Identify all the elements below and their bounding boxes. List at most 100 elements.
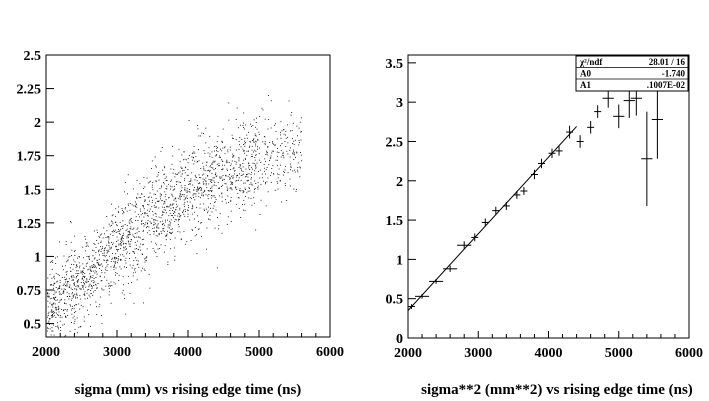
cloud-point	[173, 217, 174, 219]
cloud-point	[80, 288, 81, 290]
cloud-point	[183, 231, 185, 233]
cloud-point	[107, 236, 108, 238]
cloud-point	[63, 290, 65, 292]
cloud-point	[101, 269, 102, 271]
cloud-point	[170, 207, 172, 209]
cloud-point	[74, 321, 76, 323]
cloud-point	[265, 182, 266, 183]
cloud-point	[205, 194, 207, 196]
cloud-point	[139, 208, 141, 210]
cloud-point	[192, 213, 194, 215]
cloud-point	[264, 141, 266, 143]
right-fit-line	[407, 126, 577, 311]
cloud-point	[52, 314, 53, 315]
cloud-point	[254, 165, 256, 167]
cloud-point	[215, 209, 217, 211]
cloud-point	[51, 297, 53, 299]
cloud-point	[73, 323, 75, 324]
cloud-point	[182, 212, 183, 213]
cloud-point	[219, 165, 220, 167]
cloud-point	[115, 274, 116, 276]
cloud-point	[64, 289, 66, 290]
cloud-point	[138, 231, 140, 232]
cloud-point	[162, 230, 164, 231]
cloud-point	[231, 134, 233, 136]
cloud-point	[90, 268, 92, 270]
cloud-point	[240, 167, 242, 169]
cloud-point	[124, 260, 126, 262]
cloud-point	[210, 187, 211, 189]
cloud-point	[60, 298, 62, 300]
cloud-point	[101, 323, 103, 324]
cloud-point	[134, 269, 135, 271]
cloud-point	[158, 227, 160, 229]
cloud-point	[292, 153, 294, 155]
cloud-point	[259, 177, 261, 179]
cloud-point	[171, 186, 173, 188]
cloud-point	[167, 224, 169, 226]
cloud-point	[96, 271, 97, 273]
cloud-point	[57, 273, 59, 275]
cloud-point	[213, 184, 215, 186]
cloud-point	[144, 270, 146, 271]
right-y-axis: 00.511.522.533.5	[386, 57, 416, 347]
cloud-point	[232, 156, 234, 158]
cloud-point	[181, 173, 183, 175]
cloud-point	[284, 172, 286, 173]
cloud-point	[79, 326, 81, 328]
cloud-point	[84, 283, 86, 285]
cloud-point	[108, 294, 110, 296]
cloud-point	[52, 311, 54, 313]
cloud-point	[242, 204, 243, 205]
cloud-point	[172, 196, 174, 198]
cloud-point	[266, 151, 268, 153]
cloud-point	[298, 127, 300, 129]
cloud-point	[239, 164, 241, 165]
cloud-point	[73, 294, 75, 296]
cloud-point	[176, 181, 178, 183]
left-y-tick-label: 0.5	[24, 318, 42, 333]
cloud-point	[227, 175, 229, 177]
cloud-point	[231, 182, 233, 184]
cloud-point	[76, 294, 78, 296]
cloud-point	[200, 189, 202, 191]
cloud-point	[253, 142, 255, 143]
cloud-point	[266, 167, 268, 168]
cloud-point	[289, 156, 291, 158]
cloud-point	[90, 270, 92, 271]
cloud-point	[187, 213, 189, 215]
cloud-point	[192, 152, 194, 154]
cloud-point	[84, 291, 86, 293]
cloud-point	[66, 281, 68, 282]
data-point	[481, 218, 489, 227]
cloud-point	[251, 184, 253, 186]
cloud-point	[152, 248, 154, 249]
cloud-point	[120, 228, 122, 230]
cloud-point	[266, 150, 267, 152]
cloud-point	[130, 241, 132, 242]
cloud-point	[199, 188, 200, 189]
left-scatter-panel: 2000 3000 4000 5000 6000 0.50.7511.251.51.75…	[17, 49, 345, 398]
cloud-point	[243, 159, 245, 161]
cloud-point	[132, 251, 134, 253]
cloud-point	[199, 177, 201, 178]
cloud-point	[252, 124, 254, 126]
cloud-point	[242, 192, 244, 194]
cloud-point	[53, 302, 55, 304]
cloud-point	[77, 332, 78, 334]
cloud-point	[97, 261, 99, 263]
cloud-point	[159, 188, 161, 189]
cloud-point	[82, 286, 83, 288]
cloud-point	[258, 131, 260, 133]
cloud-point	[248, 162, 250, 164]
cloud-point	[95, 252, 97, 253]
cloud-point	[153, 221, 155, 223]
cloud-point	[147, 222, 148, 224]
cloud-point	[222, 128, 224, 130]
cloud-point	[155, 219, 156, 221]
cloud-point	[280, 156, 282, 158]
cloud-point	[254, 170, 256, 172]
cloud-point	[296, 189, 297, 190]
cloud-point	[147, 197, 149, 198]
cloud-point	[64, 335, 66, 337]
